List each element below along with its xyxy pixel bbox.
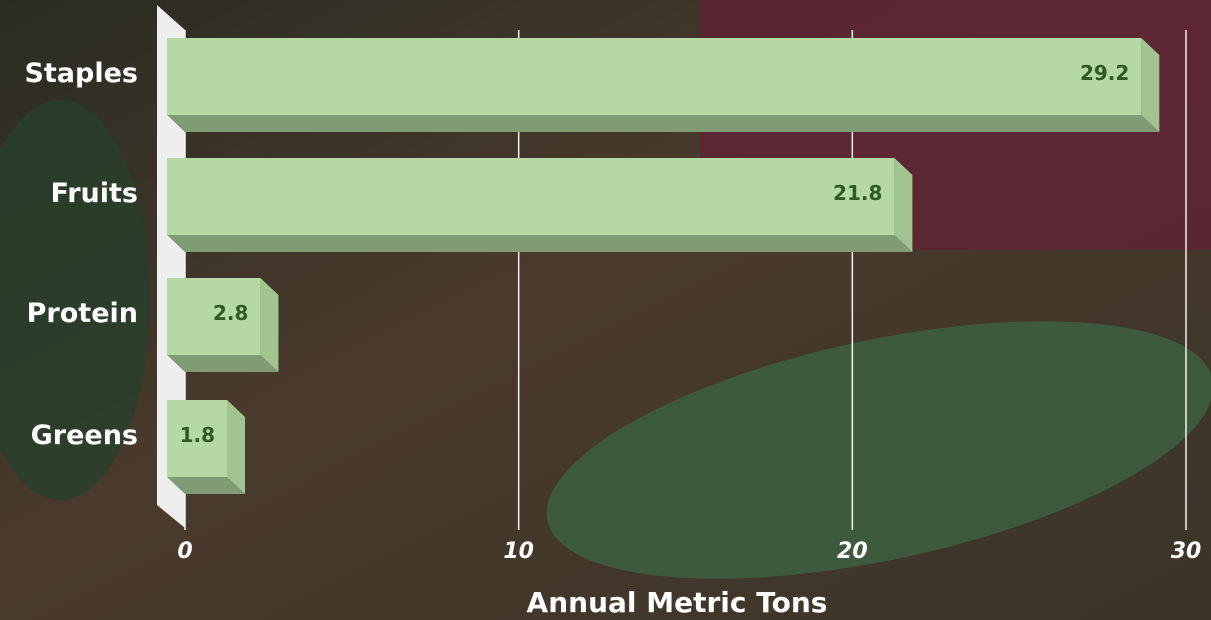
value-label: 1.8 <box>180 423 215 447</box>
x-tick-label: 20 <box>837 539 868 564</box>
x-tick-label: 30 <box>1171 539 1202 564</box>
bar-bottom-face <box>167 235 912 252</box>
value-label: 21.8 <box>833 181 882 205</box>
value-label: 29.2 <box>1080 61 1129 85</box>
bar <box>167 158 894 235</box>
bar <box>167 38 1141 115</box>
x-tick-label: 0 <box>177 539 192 564</box>
y-tick-label: Greens <box>31 420 138 451</box>
value-label: 2.8 <box>213 301 248 325</box>
bar-bottom-face <box>167 115 1159 132</box>
x-axis-title: Annual Metric Tons <box>527 586 828 619</box>
y-tick-label: Fruits <box>51 178 139 209</box>
y-tick-label: Staples <box>24 58 138 89</box>
bar-bottom-face <box>167 355 278 372</box>
chart: Annual Metric Tons 0 10 20 30 29.2 Staples 21.… <box>0 0 1211 620</box>
y-tick-label: Protein <box>27 298 138 329</box>
x-tick-label: 10 <box>503 539 534 564</box>
